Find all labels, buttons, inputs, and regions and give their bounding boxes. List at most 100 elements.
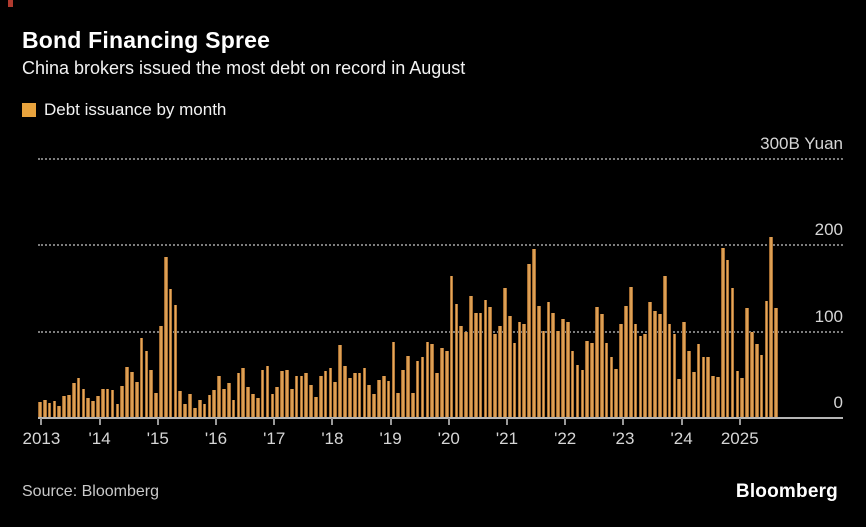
- bar-month-148: [754, 344, 759, 417]
- bar-month-152: [774, 308, 778, 417]
- bar-month-110: [570, 351, 575, 417]
- bar-month-82: [435, 372, 439, 417]
- x-tick-2013: [40, 418, 43, 425]
- bar-month-102: [532, 248, 536, 417]
- y-axis-label-0: 0: [833, 393, 843, 412]
- x-tick-15: [156, 418, 159, 425]
- bar-series: [38, 158, 780, 417]
- x-axis-label-2025: 2025: [720, 429, 759, 448]
- bar-month-104: [541, 330, 546, 417]
- legend-swatch-icon: [22, 103, 36, 117]
- bar-month-26: [163, 257, 168, 417]
- x-axis-label-17: '17: [263, 429, 286, 448]
- bar-month-39: [226, 383, 231, 417]
- bar-month-30: [183, 404, 187, 417]
- bar-month-121: [624, 305, 628, 417]
- bar-month-8: [76, 378, 81, 417]
- x-tick-23: [622, 418, 625, 425]
- bar-month-48: [270, 393, 275, 417]
- bar-month-123: [633, 323, 638, 417]
- bar-month-89: [469, 296, 473, 417]
- x-tick-22: [564, 418, 567, 425]
- bar-month-45: [255, 398, 260, 417]
- bar-month-126: [648, 302, 652, 417]
- bar-month-15: [110, 390, 115, 417]
- bar-month-134: [687, 351, 691, 417]
- bar-month-63: [343, 366, 347, 417]
- x-tick-18: [331, 418, 334, 425]
- bar-month-145: [740, 378, 744, 417]
- bar-month-35: [207, 395, 212, 417]
- bar-month-85: [449, 276, 454, 417]
- bar-month-6: [67, 394, 71, 417]
- bar-month-124: [638, 335, 643, 417]
- legend-label: Debt issuance by month: [44, 100, 227, 119]
- x-tick-16: [215, 418, 217, 425]
- bar-month-11: [91, 401, 95, 417]
- bar-month-103: [536, 305, 541, 417]
- bar-month-68: [367, 385, 372, 417]
- bar-month-23: [149, 369, 154, 417]
- bar-month-112: [580, 370, 585, 417]
- bar-month-20: [134, 382, 139, 417]
- bar-month-96: [503, 288, 507, 417]
- x-axis-label-15: '15: [146, 429, 169, 448]
- bar-month-27: [168, 289, 173, 417]
- bar-month-119: [614, 368, 619, 417]
- bar-month-2: [47, 403, 52, 417]
- bar-month-70: [377, 379, 381, 417]
- bar-month-24: [154, 392, 158, 417]
- bar-month-42: [241, 367, 246, 417]
- bar-month-130: [667, 323, 672, 417]
- legend: Debt issuance by month: [22, 100, 226, 120]
- bar-month-25: [159, 325, 163, 417]
- bar-month-139: [711, 375, 715, 417]
- bar-month-109: [565, 322, 570, 417]
- bar-month-149: [759, 354, 764, 417]
- red-marker: [8, 0, 13, 7]
- bar-month-129: [662, 276, 667, 417]
- bar-month-95: [498, 325, 502, 417]
- x-tick-19: [389, 418, 392, 425]
- bar-month-32: [193, 408, 197, 417]
- bar-month-47: [265, 366, 270, 417]
- bar-month-4: [57, 405, 62, 417]
- bar-month-79: [420, 357, 425, 417]
- bar-month-18: [125, 366, 129, 417]
- bar-month-33: [197, 399, 202, 417]
- bar-month-137: [701, 356, 706, 417]
- bar-month-133: [682, 322, 686, 417]
- bar-month-111: [575, 365, 580, 417]
- y-axis-label-100: 100: [814, 306, 843, 326]
- bar-month-66: [357, 372, 362, 417]
- bar-month-71: [381, 376, 386, 417]
- x-axis-label-24: '24: [670, 429, 693, 448]
- bar-month-86: [454, 303, 459, 417]
- x-tick-14: [98, 418, 101, 425]
- bar-month-50: [280, 371, 284, 417]
- x-axis-label-18: '18: [321, 429, 344, 448]
- bar-month-138: [706, 356, 711, 417]
- bar-month-9: [81, 388, 86, 417]
- bar-month-91: [478, 313, 483, 417]
- bar-month-41: [236, 372, 241, 417]
- bar-month-58: [318, 376, 323, 417]
- bar-month-151: [769, 237, 774, 417]
- bar-month-128: [658, 314, 662, 417]
- x-axis-label-22: '22: [554, 429, 577, 448]
- bar-month-61: [333, 381, 338, 417]
- x-axis-label-21: '21: [495, 429, 519, 448]
- bar-month-125: [643, 334, 648, 417]
- bar-month-136: [696, 344, 701, 417]
- bar-month-73: [391, 341, 396, 417]
- bar-month-69: [372, 393, 376, 417]
- bar-month-116: [599, 314, 604, 417]
- bar-month-76: [406, 355, 410, 417]
- bar-month-146: [745, 308, 749, 417]
- bar-month-16: [115, 404, 120, 417]
- x-axis-label-20: '20: [437, 429, 460, 448]
- gridline-300: [38, 158, 843, 160]
- bar-month-74: [396, 392, 401, 417]
- bar-month-14: [105, 388, 110, 417]
- bar-month-117: [604, 342, 609, 417]
